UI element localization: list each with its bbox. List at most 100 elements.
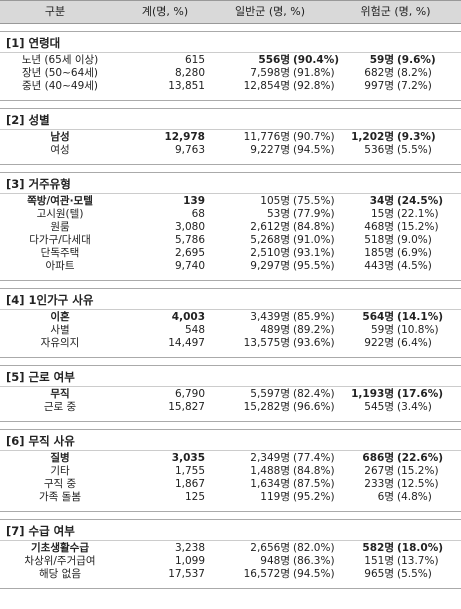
header-cell: 계(명, %) <box>141 5 189 18</box>
cell-value: (94.5%) <box>293 568 335 580</box>
section: [3] 거주유형 쪽방/여관·모텔 139 105명 (75.5%) 34명 (24.5%)… <box>0 172 461 281</box>
section-title: [7] 수급 여부 <box>6 524 75 538</box>
cell-value: 1,755 <box>174 465 205 477</box>
cell-value: (13.7%) <box>397 555 439 567</box>
cell-value: (93.6%) <box>293 337 335 349</box>
cell-value: 267명 <box>364 465 394 477</box>
section: [7] 수급 여부 기초생활수급 3,238 2,656명 (82.0%) 582명 (18… <box>0 519 461 589</box>
cell-value: (84.8%) <box>293 465 335 477</box>
cell-value: 53명 <box>266 208 290 220</box>
cell-value: 922명 <box>364 337 394 349</box>
cell-value: 548 <box>184 324 205 336</box>
cell-value: 6명 <box>377 491 394 503</box>
row-label: 여성 <box>50 144 70 156</box>
cell-value: (15.2%) <box>397 221 439 233</box>
cell-value: (84.8%) <box>293 221 335 233</box>
cell-value: (24.5%) <box>397 195 444 207</box>
divider <box>0 129 461 130</box>
row-label: 단독주택 <box>40 247 80 259</box>
cell-value: (85.9%) <box>293 311 335 323</box>
cell-value: (5.5%) <box>397 568 432 580</box>
cell-value: (87.5%) <box>293 478 335 490</box>
row-label: 장년 (50~64세) <box>21 67 99 79</box>
cell-value: (90.4%) <box>293 54 340 66</box>
cell-value: 7,598명 <box>250 67 290 79</box>
row-label: 이혼 <box>50 311 70 323</box>
cell-value: 1,099 <box>174 555 205 567</box>
cell-value: 1,193명 <box>351 388 394 400</box>
cell-value: 139 <box>183 195 205 207</box>
cell-value: 686명 <box>362 452 394 464</box>
cell-value: 582명 <box>362 542 394 554</box>
cell-value: 1,488명 <box>250 465 290 477</box>
cell-value: 2,612명 <box>250 221 290 233</box>
cell-value: (17.6%) <box>397 388 444 400</box>
cell-value: 151명 <box>364 555 394 567</box>
cell-value: 948명 <box>260 555 290 567</box>
cell-value: (4.8%) <box>397 491 432 503</box>
cell-value: 8,280 <box>174 67 205 79</box>
cell-value: (90.7%) <box>293 131 335 143</box>
section-title: [4] 1인가구 사유 <box>6 293 94 307</box>
row-label: 아파트 <box>45 260 75 272</box>
cell-value: 185명 <box>364 247 394 259</box>
cell-value: (9.0%) <box>397 234 432 246</box>
cell-value: (9.3%) <box>397 131 436 143</box>
cell-value: (77.9%) <box>293 208 335 220</box>
row-label: 기초생활수급 <box>31 542 89 554</box>
cell-value: 965명 <box>364 568 394 580</box>
cell-value: 5,786 <box>174 234 205 246</box>
cell-value: 16,572명 <box>243 568 290 580</box>
cell-value: 9,740 <box>174 260 205 272</box>
section-title: [1] 연령대 <box>6 36 61 50</box>
divider <box>0 193 461 194</box>
cell-value: 468명 <box>364 221 394 233</box>
row-label: 기타 <box>50 465 70 477</box>
cell-value: 1,634명 <box>250 478 290 490</box>
cell-value: 1,867 <box>174 478 205 490</box>
cell-value: 34명 <box>369 195 394 207</box>
cell-value: 9,297명 <box>250 260 290 272</box>
cell-value: (96.6%) <box>293 401 335 413</box>
cell-value: 997명 <box>364 80 394 92</box>
cell-value: 9,227명 <box>250 144 290 156</box>
row-label: 자유의지 <box>40 337 80 349</box>
cell-value: 125 <box>184 491 205 503</box>
cell-value: 3,439명 <box>250 311 290 323</box>
cell-value: (22.6%) <box>397 452 444 464</box>
row-label: 사별 <box>50 324 70 336</box>
cell-value: (95.2%) <box>293 491 335 503</box>
cell-value: 13,575명 <box>243 337 290 349</box>
cell-value: 59명 <box>370 324 394 336</box>
section: [4] 1인가구 사유 이혼 4,003 3,439명 (85.9%) 564명 (14.1… <box>0 288 461 358</box>
cell-value: 3,080 <box>174 221 205 233</box>
cell-value: (4.5%) <box>397 260 432 272</box>
cell-value: (12.5%) <box>397 478 439 490</box>
row-label: 고시원(텔) <box>36 208 84 220</box>
cell-value: 59명 <box>369 54 394 66</box>
cell-value: 9,763 <box>174 144 205 156</box>
cell-value: (8.2%) <box>397 67 432 79</box>
cell-value: 15,282명 <box>243 401 290 413</box>
cell-value: 545명 <box>364 401 394 413</box>
cell-value: (6.9%) <box>397 247 432 259</box>
row-label: 중년 (40~49세) <box>21 80 99 92</box>
cell-value: (91.8%) <box>293 67 335 79</box>
cell-value: (15.2%) <box>397 465 439 477</box>
row-label: 근로 중 <box>43 401 77 413</box>
cell-value: 556명 <box>258 54 290 66</box>
cell-value: 2,656명 <box>250 542 290 554</box>
cell-value: 68 <box>191 208 205 220</box>
cell-value: (92.8%) <box>293 80 335 92</box>
cell-value: (75.5%) <box>293 195 335 207</box>
section: [5] 근로 여부 무직 6,790 5,597명 (82.4%) 1,193명 (17.6… <box>0 365 461 422</box>
cell-value: (10.8%) <box>397 324 439 336</box>
divider <box>0 52 461 53</box>
cell-value: 564명 <box>362 311 394 323</box>
section: [6] 무직 사유 질병 3,035 2,349명 (77.4%) 686명 (22.6%)… <box>0 429 461 512</box>
header-cell: 위험군 (명, %) <box>360 5 431 18</box>
section: [1] 연령대 노년 (65세 이상) 615 556명 (90.4%) 59명 (9.6%… <box>0 31 461 101</box>
cell-value: (82.4%) <box>293 388 335 400</box>
cell-value: 12,978 <box>164 131 205 143</box>
